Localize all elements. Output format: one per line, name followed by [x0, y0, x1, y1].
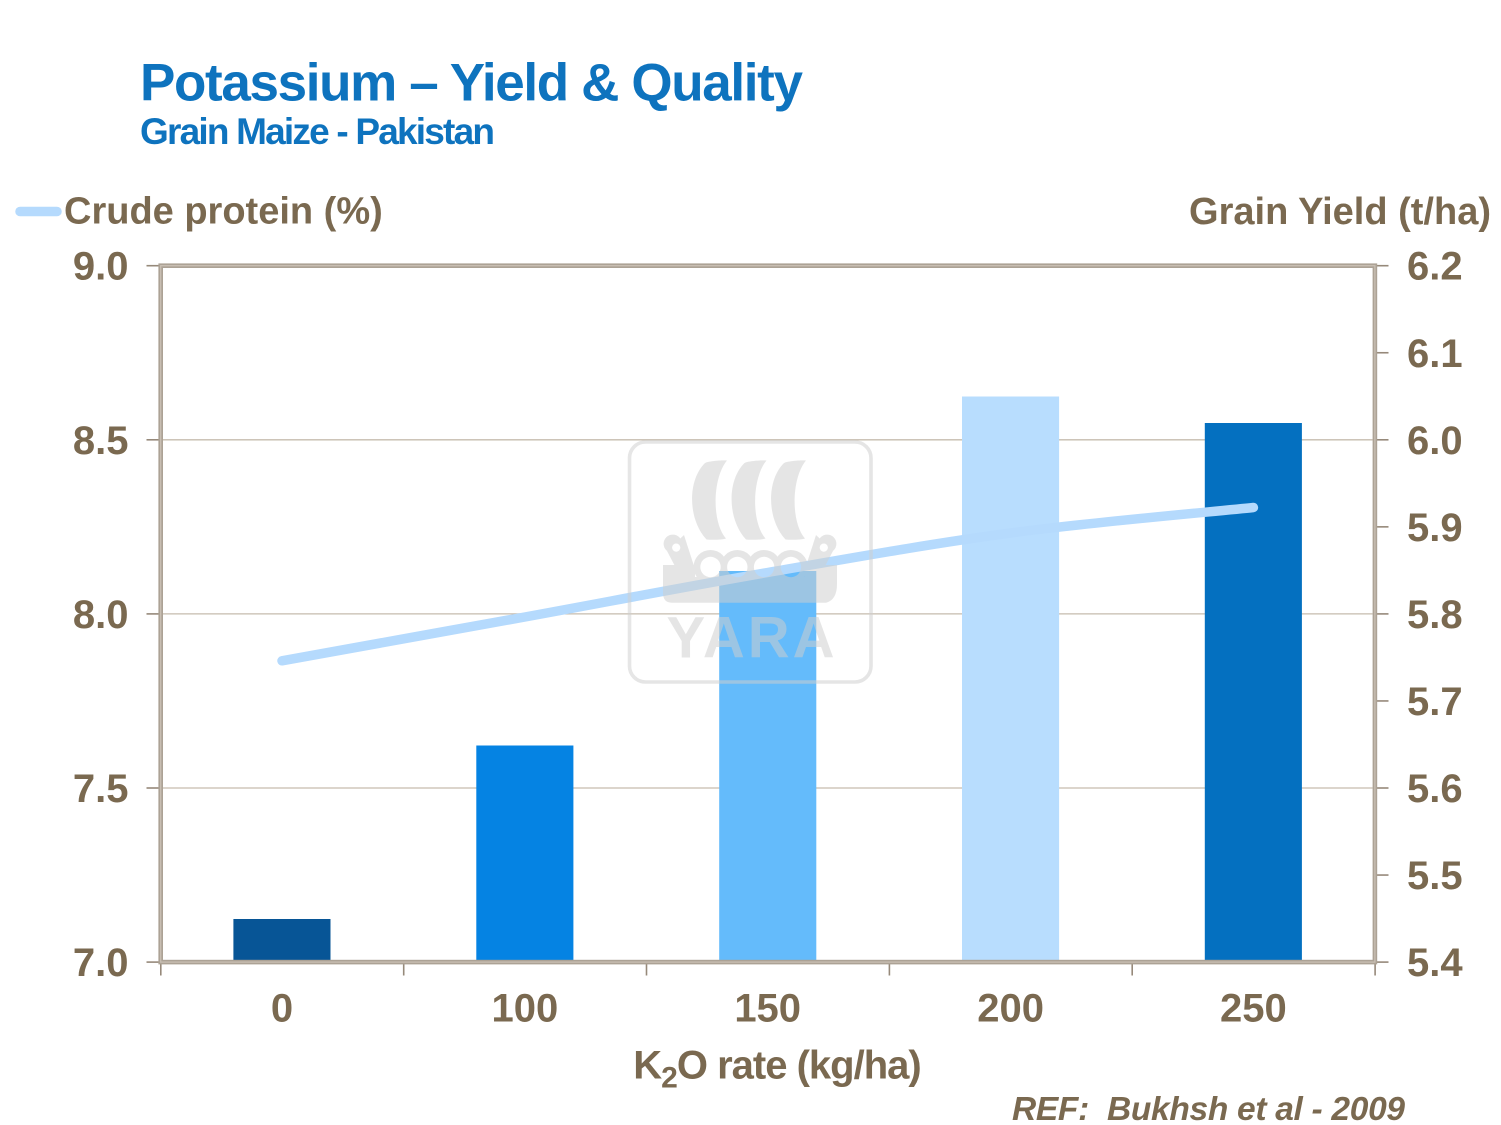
svg-text:5.9: 5.9 — [1407, 506, 1463, 550]
svg-text:5.7: 5.7 — [1407, 680, 1463, 724]
svg-text:5.6: 5.6 — [1407, 767, 1463, 811]
svg-text:K2O rate (kg/ha): K2O rate (kg/ha) — [633, 1043, 920, 1094]
svg-text:250: 250 — [1220, 986, 1287, 1030]
svg-text:7.0: 7.0 — [73, 941, 129, 985]
svg-text:150: 150 — [734, 986, 801, 1030]
svg-text:YARA: YARA — [666, 606, 837, 671]
svg-text:6.2: 6.2 — [1407, 245, 1463, 289]
svg-text:0: 0 — [271, 986, 293, 1030]
svg-text:6.0: 6.0 — [1407, 419, 1463, 463]
svg-text:REF: Bukhsh et al - 2009: REF: Bukhsh et al - 2009 — [1012, 1091, 1405, 1125]
svg-text:8.5: 8.5 — [73, 419, 129, 463]
svg-text:Grain Maize - Pakistan: Grain Maize - Pakistan — [140, 111, 493, 152]
svg-text:5.5: 5.5 — [1407, 854, 1463, 898]
svg-text:Potassium – Yield & Quality: Potassium – Yield & Quality — [140, 54, 803, 113]
svg-text:5.4: 5.4 — [1407, 941, 1463, 985]
svg-text:Grain Yield (t/ha): Grain Yield (t/ha) — [1189, 191, 1491, 233]
svg-text:5.8: 5.8 — [1407, 593, 1463, 637]
svg-text:100: 100 — [492, 986, 559, 1030]
svg-text:6.1: 6.1 — [1407, 332, 1463, 376]
svg-text:7.5: 7.5 — [73, 767, 129, 811]
svg-text:Crude protein (%): Crude protein (%) — [64, 191, 383, 233]
svg-text:9.0: 9.0 — [73, 245, 129, 289]
svg-text:200: 200 — [977, 986, 1044, 1030]
svg-text:8.0: 8.0 — [73, 593, 129, 637]
